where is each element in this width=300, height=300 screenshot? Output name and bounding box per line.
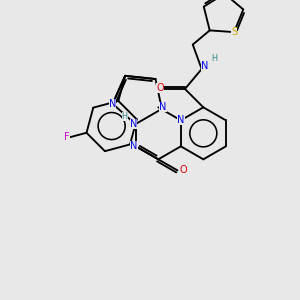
Text: N: N xyxy=(130,141,138,151)
Text: N: N xyxy=(109,99,116,109)
Text: F: F xyxy=(64,133,70,142)
Text: N: N xyxy=(130,119,137,129)
Text: O: O xyxy=(156,82,164,93)
Text: H: H xyxy=(122,112,128,122)
Text: N: N xyxy=(201,61,209,71)
Text: O: O xyxy=(180,165,187,176)
Text: N: N xyxy=(159,102,167,112)
Text: H: H xyxy=(211,54,218,63)
Text: N: N xyxy=(177,115,184,125)
Text: S: S xyxy=(231,27,237,37)
